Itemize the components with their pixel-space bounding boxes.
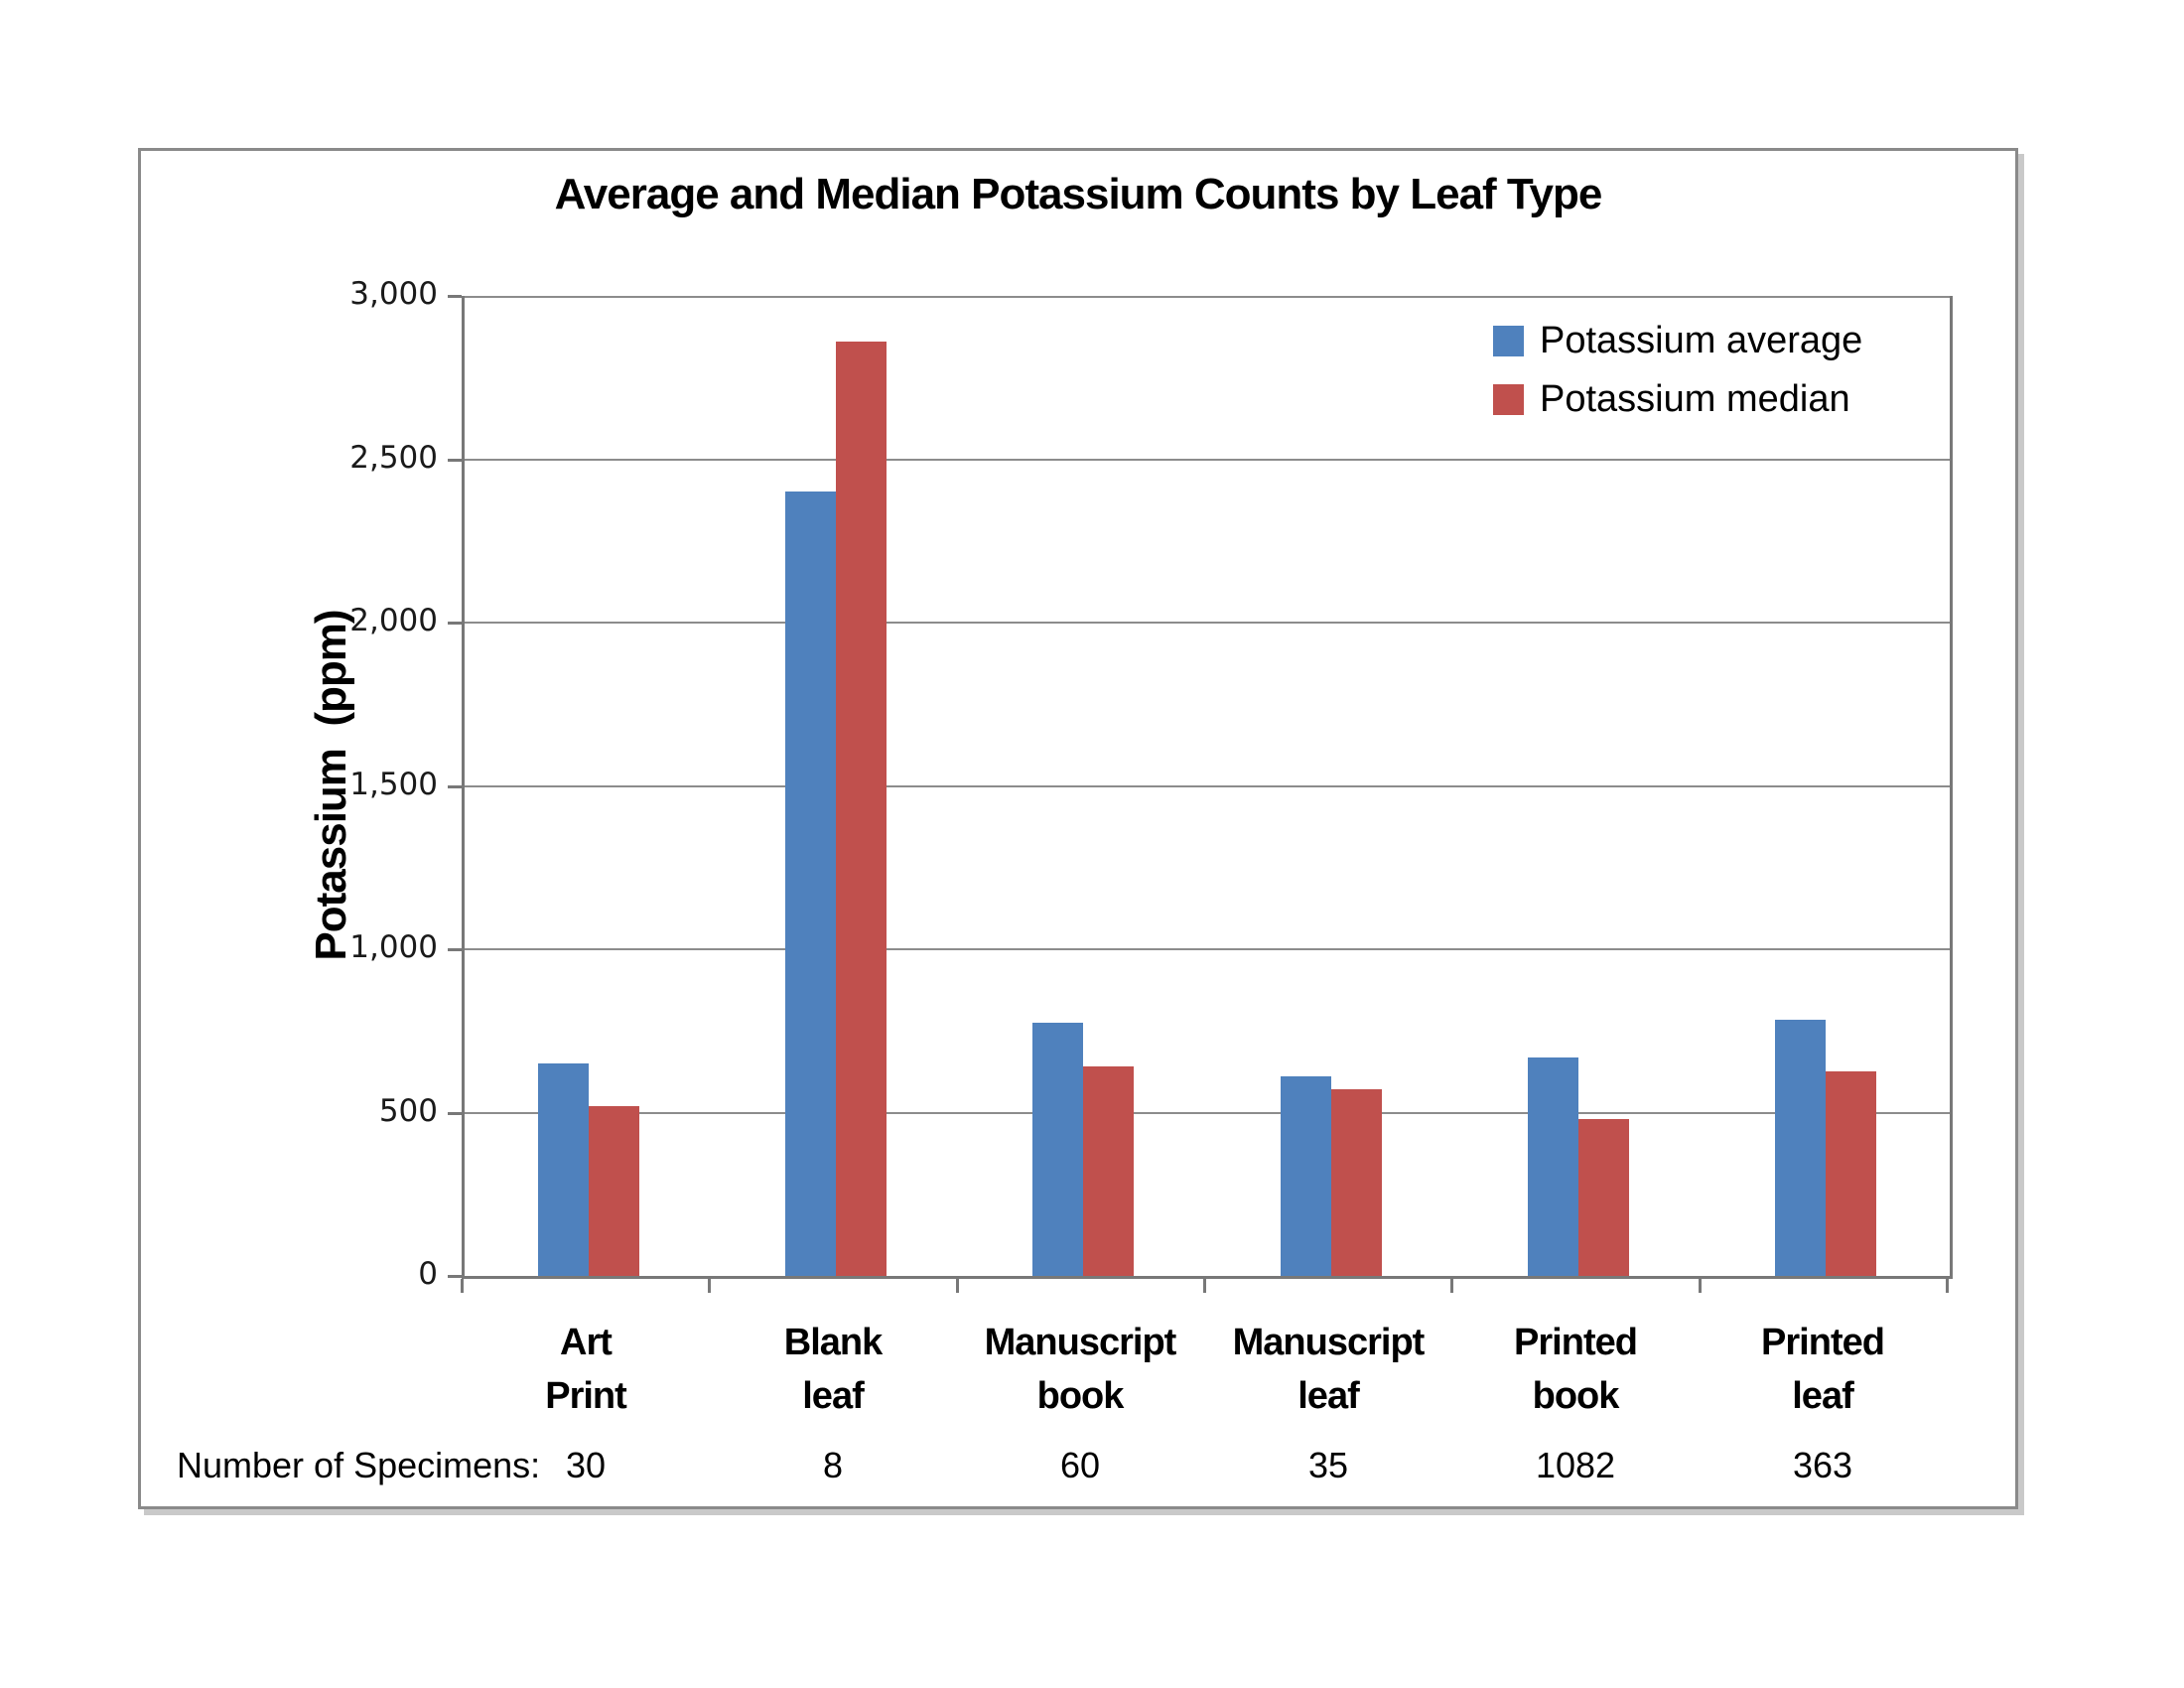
category-label-manuscript-book: Manuscript book <box>941 1316 1219 1423</box>
category-label-line: book <box>1036 1375 1125 1417</box>
legend-label-average: Potassium average <box>1540 320 1863 361</box>
category-label-line: book <box>1532 1375 1620 1417</box>
bar-average-printed-book <box>1528 1057 1578 1276</box>
gridline <box>465 785 1950 787</box>
bar-average-manuscript-leaf <box>1281 1076 1331 1276</box>
y-axis-tick-mark <box>448 785 462 788</box>
y-tick-label: 3,000 <box>349 276 438 312</box>
category-label-line: Manuscript <box>1232 1322 1426 1363</box>
bar-median-manuscript-leaf <box>1331 1089 1382 1276</box>
y-tick-label: 1,000 <box>349 929 438 965</box>
specimens-row-label: Number of Specimens: <box>177 1445 541 1485</box>
gridline <box>465 622 1950 624</box>
y-tick-label: 0 <box>418 1256 438 1292</box>
category-label-line: Manuscript <box>984 1322 1177 1363</box>
specimen-count-art-print: 30 <box>565 1445 607 1485</box>
y-tick-label: 500 <box>378 1093 438 1129</box>
category-label-blank-leaf: Blank leaf <box>694 1316 972 1423</box>
legend-swatch-median-icon <box>1493 384 1524 415</box>
specimen-count-blank-leaf: 8 <box>822 1445 844 1485</box>
specimen-count-printed-leaf: 363 <box>1792 1445 1853 1485</box>
category-label-art-print: Art Print <box>447 1316 725 1423</box>
category-label-line: leaf <box>1297 1375 1359 1417</box>
x-axis-tick-mark <box>1450 1279 1453 1293</box>
y-tick-label: 1,500 <box>349 767 438 802</box>
category-label-line: Printed <box>1761 1322 1885 1363</box>
bar-median-blank-leaf <box>836 342 887 1276</box>
specimen-count-printed-book: 1082 <box>1535 1445 1616 1485</box>
x-axis-tick-mark <box>1203 1279 1206 1293</box>
gridline <box>465 459 1950 461</box>
gridline <box>465 948 1950 950</box>
y-tick-label: 2,500 <box>349 440 438 476</box>
legend-label-median: Potassium median <box>1540 378 1850 420</box>
bar-average-printed-leaf <box>1775 1020 1826 1276</box>
y-axis-tick-mark <box>448 1275 462 1278</box>
x-axis-tick-mark <box>956 1279 959 1293</box>
x-axis-tick-mark <box>461 1279 464 1293</box>
chart-title: Average and Median Potassium Counts by L… <box>554 170 1603 218</box>
legend-item-average: Potassium average <box>1493 320 1862 362</box>
category-label-line: Art <box>560 1322 613 1363</box>
bar-median-art-print <box>589 1106 639 1276</box>
bar-median-printed-leaf <box>1826 1071 1876 1276</box>
category-label-printed-leaf: Printed leaf <box>1684 1316 1962 1423</box>
category-label-line: Printed <box>1514 1322 1638 1363</box>
y-axis-tick-mark <box>448 948 462 951</box>
gridline <box>465 1112 1950 1114</box>
x-axis-tick-mark <box>708 1279 711 1293</box>
y-axis-tick-mark <box>448 295 462 298</box>
category-label-line: leaf <box>1792 1375 1853 1417</box>
y-tick-label: 2,000 <box>349 603 438 638</box>
category-label-printed-book: Printed book <box>1436 1316 1714 1423</box>
category-label-line: leaf <box>802 1375 864 1417</box>
specimen-count-manuscript-book: 60 <box>1059 1445 1101 1485</box>
category-label-line: Print <box>545 1375 627 1417</box>
y-axis-tick-mark <box>448 622 462 625</box>
category-label-line: Blank <box>783 1322 883 1363</box>
legend-item-median: Potassium median <box>1493 378 1862 421</box>
bar-median-manuscript-book <box>1083 1066 1134 1276</box>
bar-average-blank-leaf <box>785 492 836 1276</box>
plot-area <box>462 296 1953 1279</box>
specimen-count-manuscript-leaf: 35 <box>1307 1445 1349 1485</box>
chart-frame: Average and Median Potassium Counts by L… <box>138 148 2018 1509</box>
y-axis-tick-mark <box>448 459 462 462</box>
y-axis-tick-mark <box>448 1112 462 1115</box>
gridline <box>465 296 1950 298</box>
bar-average-art-print <box>538 1063 589 1276</box>
bar-average-manuscript-book <box>1032 1023 1083 1276</box>
x-axis-tick-mark <box>1946 1279 1949 1293</box>
category-label-manuscript-leaf: Manuscript leaf <box>1189 1316 1467 1423</box>
legend-swatch-average-icon <box>1493 326 1524 356</box>
legend: Potassium average Potassium median <box>1493 320 1862 437</box>
x-axis-tick-mark <box>1699 1279 1702 1293</box>
bar-median-printed-book <box>1578 1119 1629 1276</box>
